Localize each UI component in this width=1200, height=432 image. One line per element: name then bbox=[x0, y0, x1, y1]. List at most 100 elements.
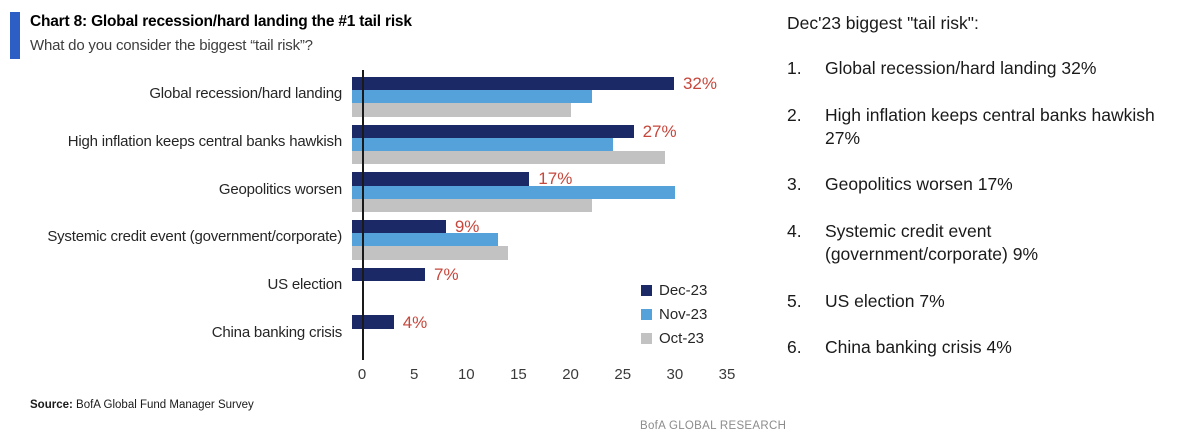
bar-slot bbox=[352, 90, 717, 104]
x-tick: 20 bbox=[562, 366, 579, 383]
source-line: Source: BofA Global Fund Manager Survey bbox=[30, 399, 254, 411]
chart-row: High inflation keeps central banks hawki… bbox=[0, 118, 717, 166]
branding-text: BofA GLOBAL RESEARCH bbox=[640, 420, 787, 432]
list-item-text: Geopolitics worsen 17% bbox=[825, 174, 1013, 195]
bar-dec-23 bbox=[352, 315, 394, 329]
bar-dec-23 bbox=[352, 267, 425, 281]
bar-group: 7% bbox=[352, 261, 717, 308]
bar-oct-23 bbox=[352, 151, 665, 165]
list-item-number: 5. bbox=[787, 290, 802, 311]
y-axis-line bbox=[362, 70, 364, 360]
bar-slot: 17% bbox=[352, 169, 717, 189]
bar-slot bbox=[352, 246, 717, 260]
data-label: 9% bbox=[454, 217, 480, 237]
legend-swatch-nov-23 bbox=[641, 308, 652, 320]
list-item-text: Global recession/hard landing 32% bbox=[825, 58, 1097, 78]
chart-title: Chart 8: Global recession/hard landing t… bbox=[30, 13, 412, 30]
bar-slot: 7% bbox=[352, 264, 717, 284]
bar-dec-23 bbox=[352, 220, 446, 234]
category-label: High inflation keeps central banks hawki… bbox=[67, 133, 342, 151]
bar-slot: 27% bbox=[352, 121, 717, 141]
bar-oct-23 bbox=[352, 103, 571, 117]
list-item-number: 1. bbox=[787, 58, 802, 78]
category-label: US election bbox=[267, 276, 342, 294]
category-label: Geopolitics worsen bbox=[218, 180, 342, 198]
list-item-number: 2. bbox=[787, 104, 802, 125]
legend-label: Dec-23 bbox=[659, 281, 708, 299]
bar-group: 17% bbox=[352, 165, 717, 212]
bar-slot bbox=[352, 103, 717, 117]
bar-slot bbox=[352, 198, 717, 212]
x-tick: 5 bbox=[409, 366, 419, 383]
data-label: 7% bbox=[434, 264, 459, 284]
bar-oct-23 bbox=[352, 246, 509, 260]
list-item: 2. High inflation keeps central banks haw… bbox=[787, 104, 1192, 150]
bar-nov-23 bbox=[352, 90, 592, 104]
x-tick: 25 bbox=[614, 366, 632, 383]
summary-heading: Dec'23 biggest "tail risk": bbox=[787, 13, 979, 33]
bar-slot: 32% bbox=[352, 74, 717, 94]
chart-row: Global recession/hard landing 32% bbox=[0, 70, 717, 118]
bar-slot: 9% bbox=[352, 217, 717, 237]
category-label: Systemic credit event (government/corpor… bbox=[47, 228, 342, 246]
chart-row: US election 7% bbox=[0, 261, 717, 309]
list-item-text: China banking crisis 4% bbox=[825, 337, 1012, 358]
bar-chart: Global recession/hard landing 32% High inf… bbox=[0, 70, 760, 395]
x-tick: 30 bbox=[666, 366, 684, 383]
list-item-number: 4. bbox=[787, 221, 802, 241]
x-tick: 35 bbox=[718, 366, 736, 383]
tail-risk-list: 1. Global recession/hard landing 32% 2. Hig… bbox=[787, 57, 1192, 359]
list-item-text: Systemic credit event (government/corpor… bbox=[825, 221, 1039, 264]
source-text: BofA Global Fund Manager Survey bbox=[76, 399, 254, 411]
data-label: 17% bbox=[538, 169, 573, 189]
list-item: 5. US election 7% bbox=[787, 290, 1192, 313]
chart-row: China banking crisis 4% bbox=[0, 308, 717, 356]
list-item-number: 6. bbox=[787, 337, 802, 358]
legend-swatch-dec-23 bbox=[641, 284, 652, 296]
bar-nov-23 bbox=[352, 185, 676, 199]
list-item: 6. China banking crisis 4% bbox=[787, 336, 1192, 359]
category-label: Global recession/hard landing bbox=[149, 85, 342, 103]
summary-panel: Dec'23 biggest "tail risk": 1. Global rec… bbox=[787, 13, 1192, 383]
x-axis: 0 5 10 15 20 25 30 35 bbox=[358, 366, 747, 386]
list-item: 3. Geopolitics worsen 17% bbox=[787, 173, 1192, 196]
legend-label: Oct-23 bbox=[659, 329, 705, 347]
data-label: 27% bbox=[642, 121, 677, 141]
list-item: 1. Global recession/hard landing 32% bbox=[787, 57, 1192, 80]
legend-item-dec-23: Dec-23 bbox=[641, 278, 707, 302]
bar-rows: Global recession/hard landing 32% High inf… bbox=[0, 70, 717, 356]
bar-slot bbox=[352, 151, 717, 165]
data-label: 32% bbox=[682, 74, 717, 94]
x-tick: 15 bbox=[510, 366, 527, 383]
chart-row: Geopolitics worsen 17% bbox=[0, 165, 717, 213]
list-item-number: 3. bbox=[787, 174, 802, 195]
legend-swatch-oct-23 bbox=[641, 332, 652, 344]
legend: Dec-23 Nov-23 Oct-23 bbox=[641, 278, 707, 350]
category-label: China banking crisis bbox=[211, 323, 342, 341]
list-item-text: US election 7% bbox=[825, 290, 945, 311]
bar-slot bbox=[352, 137, 717, 152]
bar-nov-23 bbox=[352, 233, 498, 247]
source-label: Source: bbox=[30, 399, 73, 411]
bar-group: 27% bbox=[352, 118, 717, 165]
x-tick: 10 bbox=[457, 366, 475, 383]
title-accent-bar bbox=[10, 12, 20, 59]
bar-dec-23 bbox=[352, 172, 530, 186]
legend-item-oct-23: Oct-23 bbox=[641, 326, 707, 350]
chart-subtitle: What do you consider the biggest “tail r… bbox=[30, 37, 313, 54]
legend-item-nov-23: Nov-23 bbox=[641, 302, 707, 326]
bar-dec-23 bbox=[352, 124, 634, 138]
bar-nov-23 bbox=[352, 137, 613, 152]
bar-oct-23 bbox=[352, 198, 592, 212]
bar-group: 32% bbox=[352, 70, 717, 117]
bar-slot bbox=[352, 233, 717, 247]
chart-row: Systemic credit event (government/corpor… bbox=[0, 213, 717, 261]
bar-group: 9% bbox=[352, 213, 717, 260]
data-label: 4% bbox=[402, 312, 428, 332]
x-tick: 0 bbox=[357, 366, 367, 383]
list-item: 4. Systemic credit event (government/corp… bbox=[787, 220, 1192, 266]
legend-label: Nov-23 bbox=[659, 305, 708, 323]
list-item-text: High inflation keeps central banks hawki… bbox=[825, 104, 1155, 148]
bar-slot bbox=[352, 185, 717, 199]
